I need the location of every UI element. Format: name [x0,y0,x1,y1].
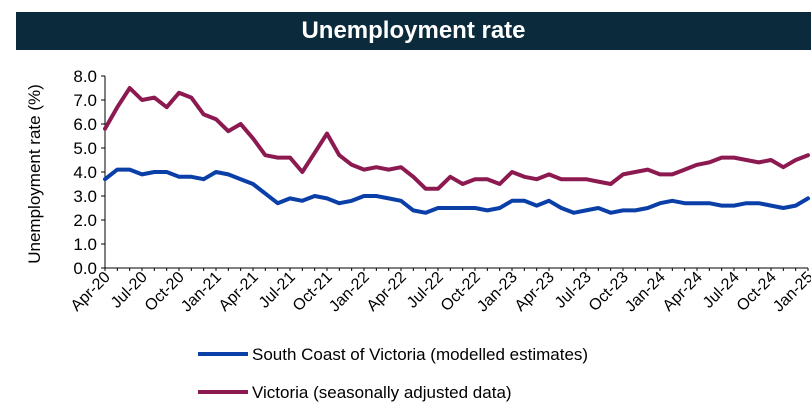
legend: South Coast of Victoria (modelled estima… [198,345,588,402]
x-tick-label: Oct-20 [142,269,188,315]
y-tick-label: 4.0 [73,163,97,182]
x-tick-label: Apr-22 [364,269,410,315]
y-tick-label: 1.0 [73,235,97,254]
y-tick-label: 3.0 [73,187,97,206]
y-tick-label: 5.0 [73,139,97,158]
x-tick-label: Jan-22 [326,269,373,316]
series-line-2 [103,86,810,191]
x-tick-label: Apr-23 [512,269,558,315]
x-tick-label: Apr-21 [216,269,262,315]
x-tick-label: Oct-24 [734,269,780,315]
y-axis: 0.0 1.0 2.0 3.0 4.0 5.0 6.0 7.0 8.0 Unemployment … [25,67,106,278]
y-tick-label: 8.0 [73,67,97,86]
y-axis-label: Unemployment rate (%) [25,84,44,264]
legend-label-2: Victoria (seasonally adjusted data) [252,383,512,402]
x-tick-label: Jan-24 [622,269,669,316]
y-tick-label: 2.0 [73,211,97,230]
chart-title: Unemployment rate [16,12,811,50]
x-tick-label: Apr-24 [660,269,706,315]
legend-label-1: South Coast of Victoria (modelled estima… [252,345,588,364]
x-tick-label: Oct-21 [290,269,336,315]
y-tick-label: 0.0 [73,259,97,278]
y-tick-label: 6.0 [73,115,97,134]
x-axis: Apr-20Jul-20Oct-20Jan-21Apr-21Jul-21Oct-… [68,267,811,316]
x-tick-label: Oct-22 [438,269,484,315]
x-tick-label: Jan-21 [178,269,225,316]
x-tick-label: Oct-23 [586,269,632,315]
x-tick-label: Jan-25 [770,269,811,316]
series-lines [103,86,810,215]
series-line-1 [103,167,810,215]
y-tick-label: 7.0 [73,91,97,110]
x-tick-label: Jan-23 [474,269,521,316]
